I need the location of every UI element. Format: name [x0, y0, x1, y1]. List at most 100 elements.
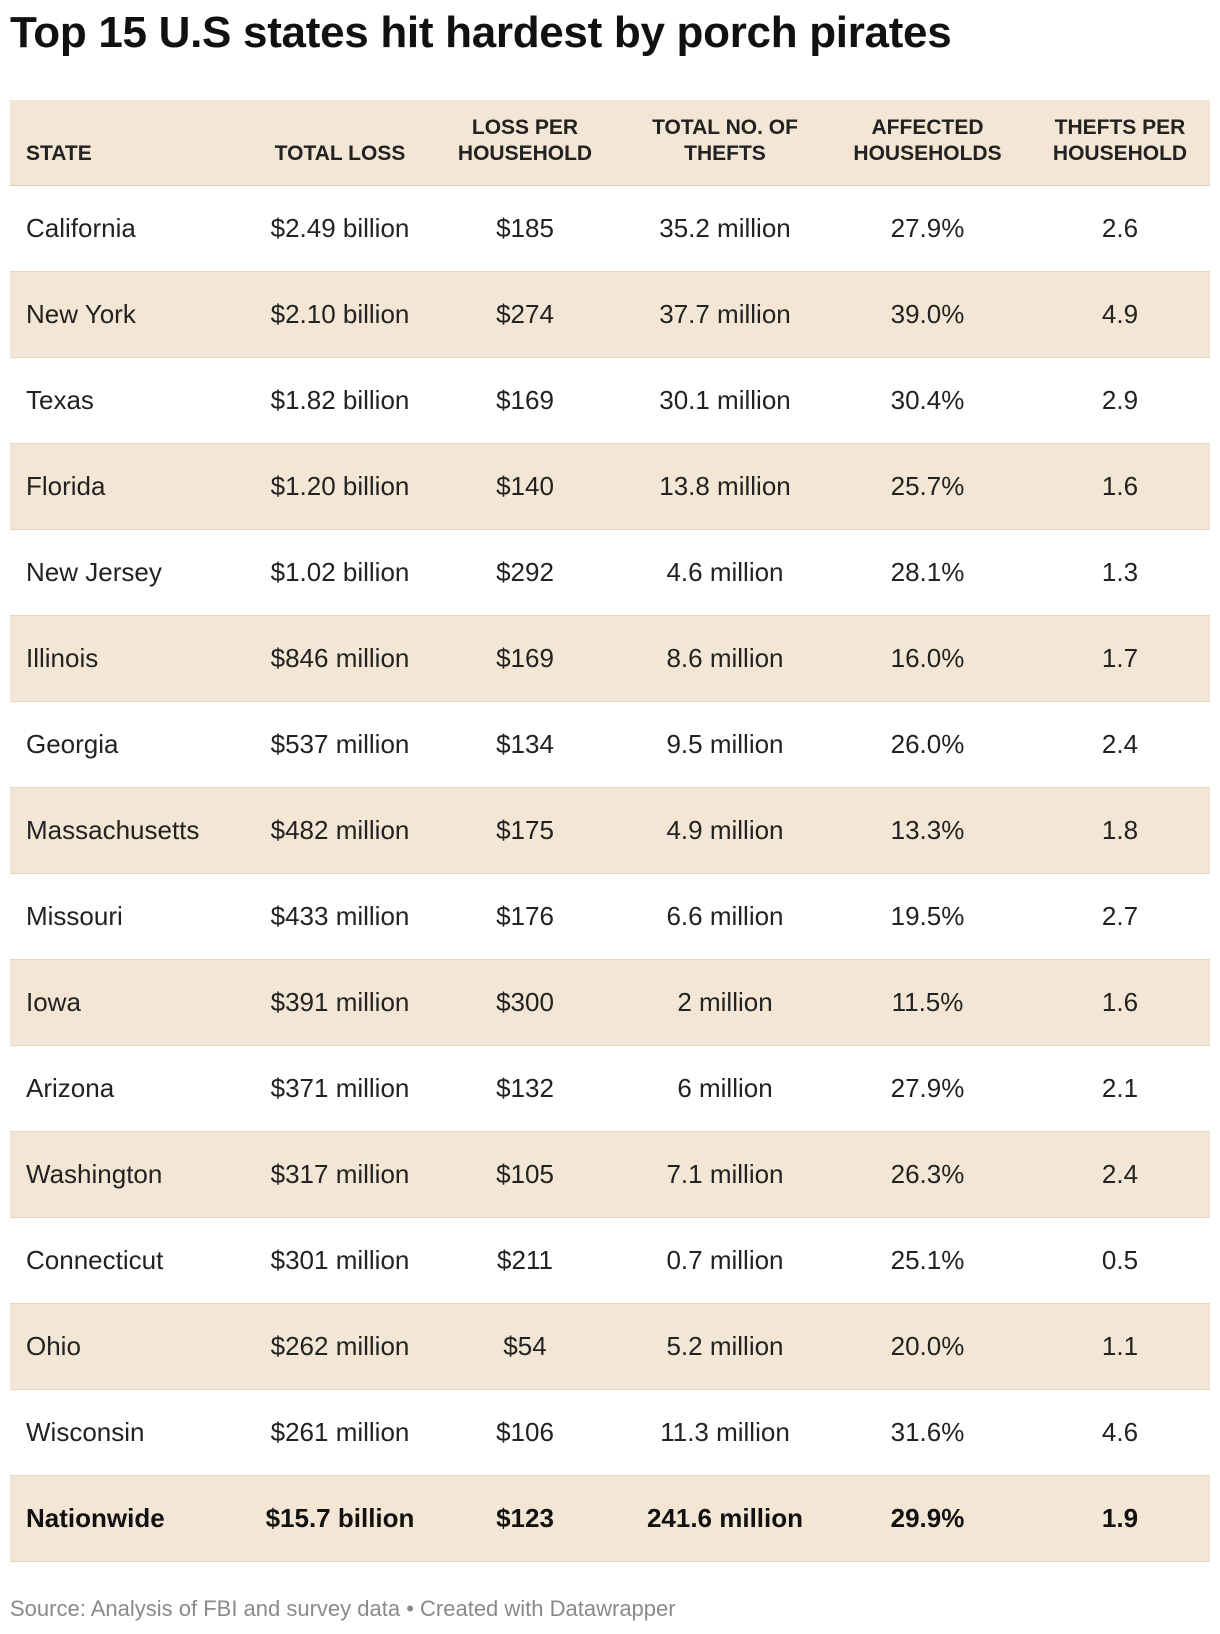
cell-total-thefts: 0.7 million: [625, 1217, 825, 1304]
column-header-affected-households: AFFECTED HOUSEHOLDS: [825, 100, 1030, 186]
table-row: Texas $1.82 billion $169 30.1 million 30.4% 2…: [10, 357, 1210, 444]
total-cell-total-loss: $15.7 billion: [255, 1475, 425, 1562]
cell-total-thefts: 11.3 million: [625, 1389, 825, 1476]
cell-thefts-per-household: 4.6: [1030, 1389, 1210, 1476]
table-row: Illinois $846 million $169 8.6 million 16.0%…: [10, 615, 1210, 702]
table-row: New York $2.10 billion $274 37.7 million 39.…: [10, 271, 1210, 358]
cell-total-thefts: 4.6 million: [625, 529, 825, 616]
cell-total-loss: $2.10 billion: [255, 271, 425, 358]
cell-state: Illinois: [10, 615, 255, 702]
cell-thefts-per-household: 1.6: [1030, 443, 1210, 530]
cell-thefts-per-household: 2.7: [1030, 873, 1210, 960]
column-header-loss-per-household: LOSS PER HOUSEHOLD: [425, 100, 625, 186]
cell-state: Missouri: [10, 873, 255, 960]
cell-loss-per-household: $169: [425, 615, 625, 702]
table-row: New Jersey $1.02 billion $292 4.6 million 28…: [10, 529, 1210, 616]
cell-total-loss: $371 million: [255, 1045, 425, 1132]
cell-state: New York: [10, 271, 255, 358]
cell-affected-households: 26.0%: [825, 701, 1030, 788]
table-header: STATE TOTAL LOSS LOSS PER HOUSEHOLD TOTA…: [10, 100, 1210, 186]
cell-total-loss: $433 million: [255, 873, 425, 960]
cell-total-thefts: 9.5 million: [625, 701, 825, 788]
cell-loss-per-household: $134: [425, 701, 625, 788]
cell-total-thefts: 13.8 million: [625, 443, 825, 530]
cell-thefts-per-household: 1.8: [1030, 787, 1210, 874]
cell-total-thefts: 6 million: [625, 1045, 825, 1132]
cell-affected-households: 19.5%: [825, 873, 1030, 960]
table-row: Arizona $371 million $132 6 million 27.9% 2.1: [10, 1045, 1210, 1132]
cell-thefts-per-household: 2.4: [1030, 701, 1210, 788]
total-cell-state: Nationwide: [10, 1475, 255, 1562]
cell-state: Iowa: [10, 959, 255, 1046]
cell-state: Connecticut: [10, 1217, 255, 1304]
cell-affected-households: 31.6%: [825, 1389, 1030, 1476]
cell-state: Wisconsin: [10, 1389, 255, 1476]
table-row: California $2.49 billion $185 35.2 million 2…: [10, 185, 1210, 272]
cell-affected-households: 11.5%: [825, 959, 1030, 1046]
column-header-state: STATE: [10, 100, 255, 186]
cell-state: Georgia: [10, 701, 255, 788]
cell-affected-households: 13.3%: [825, 787, 1030, 874]
column-header-thefts-per-household: THEFTS PER HOUSEHOLD: [1030, 100, 1210, 186]
cell-affected-households: 16.0%: [825, 615, 1030, 702]
table-row: Missouri $433 million $176 6.6 million 19.5%…: [10, 873, 1210, 960]
total-cell-affected-households: 29.9%: [825, 1475, 1030, 1562]
cell-thefts-per-household: 2.9: [1030, 357, 1210, 444]
cell-state: Florida: [10, 443, 255, 530]
cell-total-thefts: 2 million: [625, 959, 825, 1046]
cell-loss-per-household: $176: [425, 873, 625, 960]
cell-affected-households: 26.3%: [825, 1131, 1030, 1218]
table-row: Ohio $262 million $54 5.2 million 20.0% 1.1: [10, 1303, 1210, 1390]
total-cell-total-thefts: 241.6 million: [625, 1475, 825, 1562]
cell-total-loss: $537 million: [255, 701, 425, 788]
cell-state: New Jersey: [10, 529, 255, 616]
table-row: Iowa $391 million $300 2 million 11.5% 1.6: [10, 959, 1210, 1046]
cell-total-loss: $317 million: [255, 1131, 425, 1218]
cell-thefts-per-household: 2.1: [1030, 1045, 1210, 1132]
data-table: STATE TOTAL LOSS LOSS PER HOUSEHOLD TOTA…: [10, 100, 1210, 1562]
table-row: Georgia $537 million $134 9.5 million 26.0% 2…: [10, 701, 1210, 788]
cell-loss-per-household: $54: [425, 1303, 625, 1390]
cell-total-loss: $301 million: [255, 1217, 425, 1304]
cell-affected-households: 27.9%: [825, 185, 1030, 272]
cell-state: Arizona: [10, 1045, 255, 1132]
cell-thefts-per-household: 4.9: [1030, 271, 1210, 358]
cell-loss-per-household: $105: [425, 1131, 625, 1218]
cell-loss-per-household: $300: [425, 959, 625, 1046]
table-row: Washington $317 million $105 7.1 million 26.…: [10, 1131, 1210, 1218]
cell-loss-per-household: $106: [425, 1389, 625, 1476]
cell-thefts-per-household: 1.1: [1030, 1303, 1210, 1390]
cell-affected-households: 20.0%: [825, 1303, 1030, 1390]
cell-thefts-per-household: 2.6: [1030, 185, 1210, 272]
column-header-total-loss: TOTAL LOSS: [255, 100, 425, 186]
cell-affected-households: 39.0%: [825, 271, 1030, 358]
cell-total-thefts: 4.9 million: [625, 787, 825, 874]
table-row: Wisconsin $261 million $106 11.3 million 31.…: [10, 1389, 1210, 1476]
cell-state: Massachusetts: [10, 787, 255, 874]
cell-total-loss: $1.02 billion: [255, 529, 425, 616]
cell-loss-per-household: $175: [425, 787, 625, 874]
cell-total-loss: $482 million: [255, 787, 425, 874]
total-cell-loss-per-household: $123: [425, 1475, 625, 1562]
cell-thefts-per-household: 0.5: [1030, 1217, 1210, 1304]
cell-thefts-per-household: 1.3: [1030, 529, 1210, 616]
table-row: Connecticut $301 million $211 0.7 million 25…: [10, 1217, 1210, 1304]
column-header-total-thefts: TOTAL NO. OF THEFTS: [625, 100, 825, 186]
total-cell-thefts-per-household: 1.9: [1030, 1475, 1210, 1562]
table-row: Florida $1.20 billion $140 13.8 million 25.7…: [10, 443, 1210, 530]
cell-state: Texas: [10, 357, 255, 444]
cell-total-loss: $391 million: [255, 959, 425, 1046]
cell-thefts-per-household: 1.7: [1030, 615, 1210, 702]
cell-state: Washington: [10, 1131, 255, 1218]
cell-total-thefts: 35.2 million: [625, 185, 825, 272]
cell-state: Ohio: [10, 1303, 255, 1390]
cell-affected-households: 25.1%: [825, 1217, 1030, 1304]
cell-total-loss: $262 million: [255, 1303, 425, 1390]
cell-thefts-per-household: 2.4: [1030, 1131, 1210, 1218]
cell-total-thefts: 7.1 million: [625, 1131, 825, 1218]
cell-total-loss: $1.20 billion: [255, 443, 425, 530]
cell-state: California: [10, 185, 255, 272]
cell-loss-per-household: $211: [425, 1217, 625, 1304]
cell-loss-per-household: $132: [425, 1045, 625, 1132]
cell-affected-households: 27.9%: [825, 1045, 1030, 1132]
